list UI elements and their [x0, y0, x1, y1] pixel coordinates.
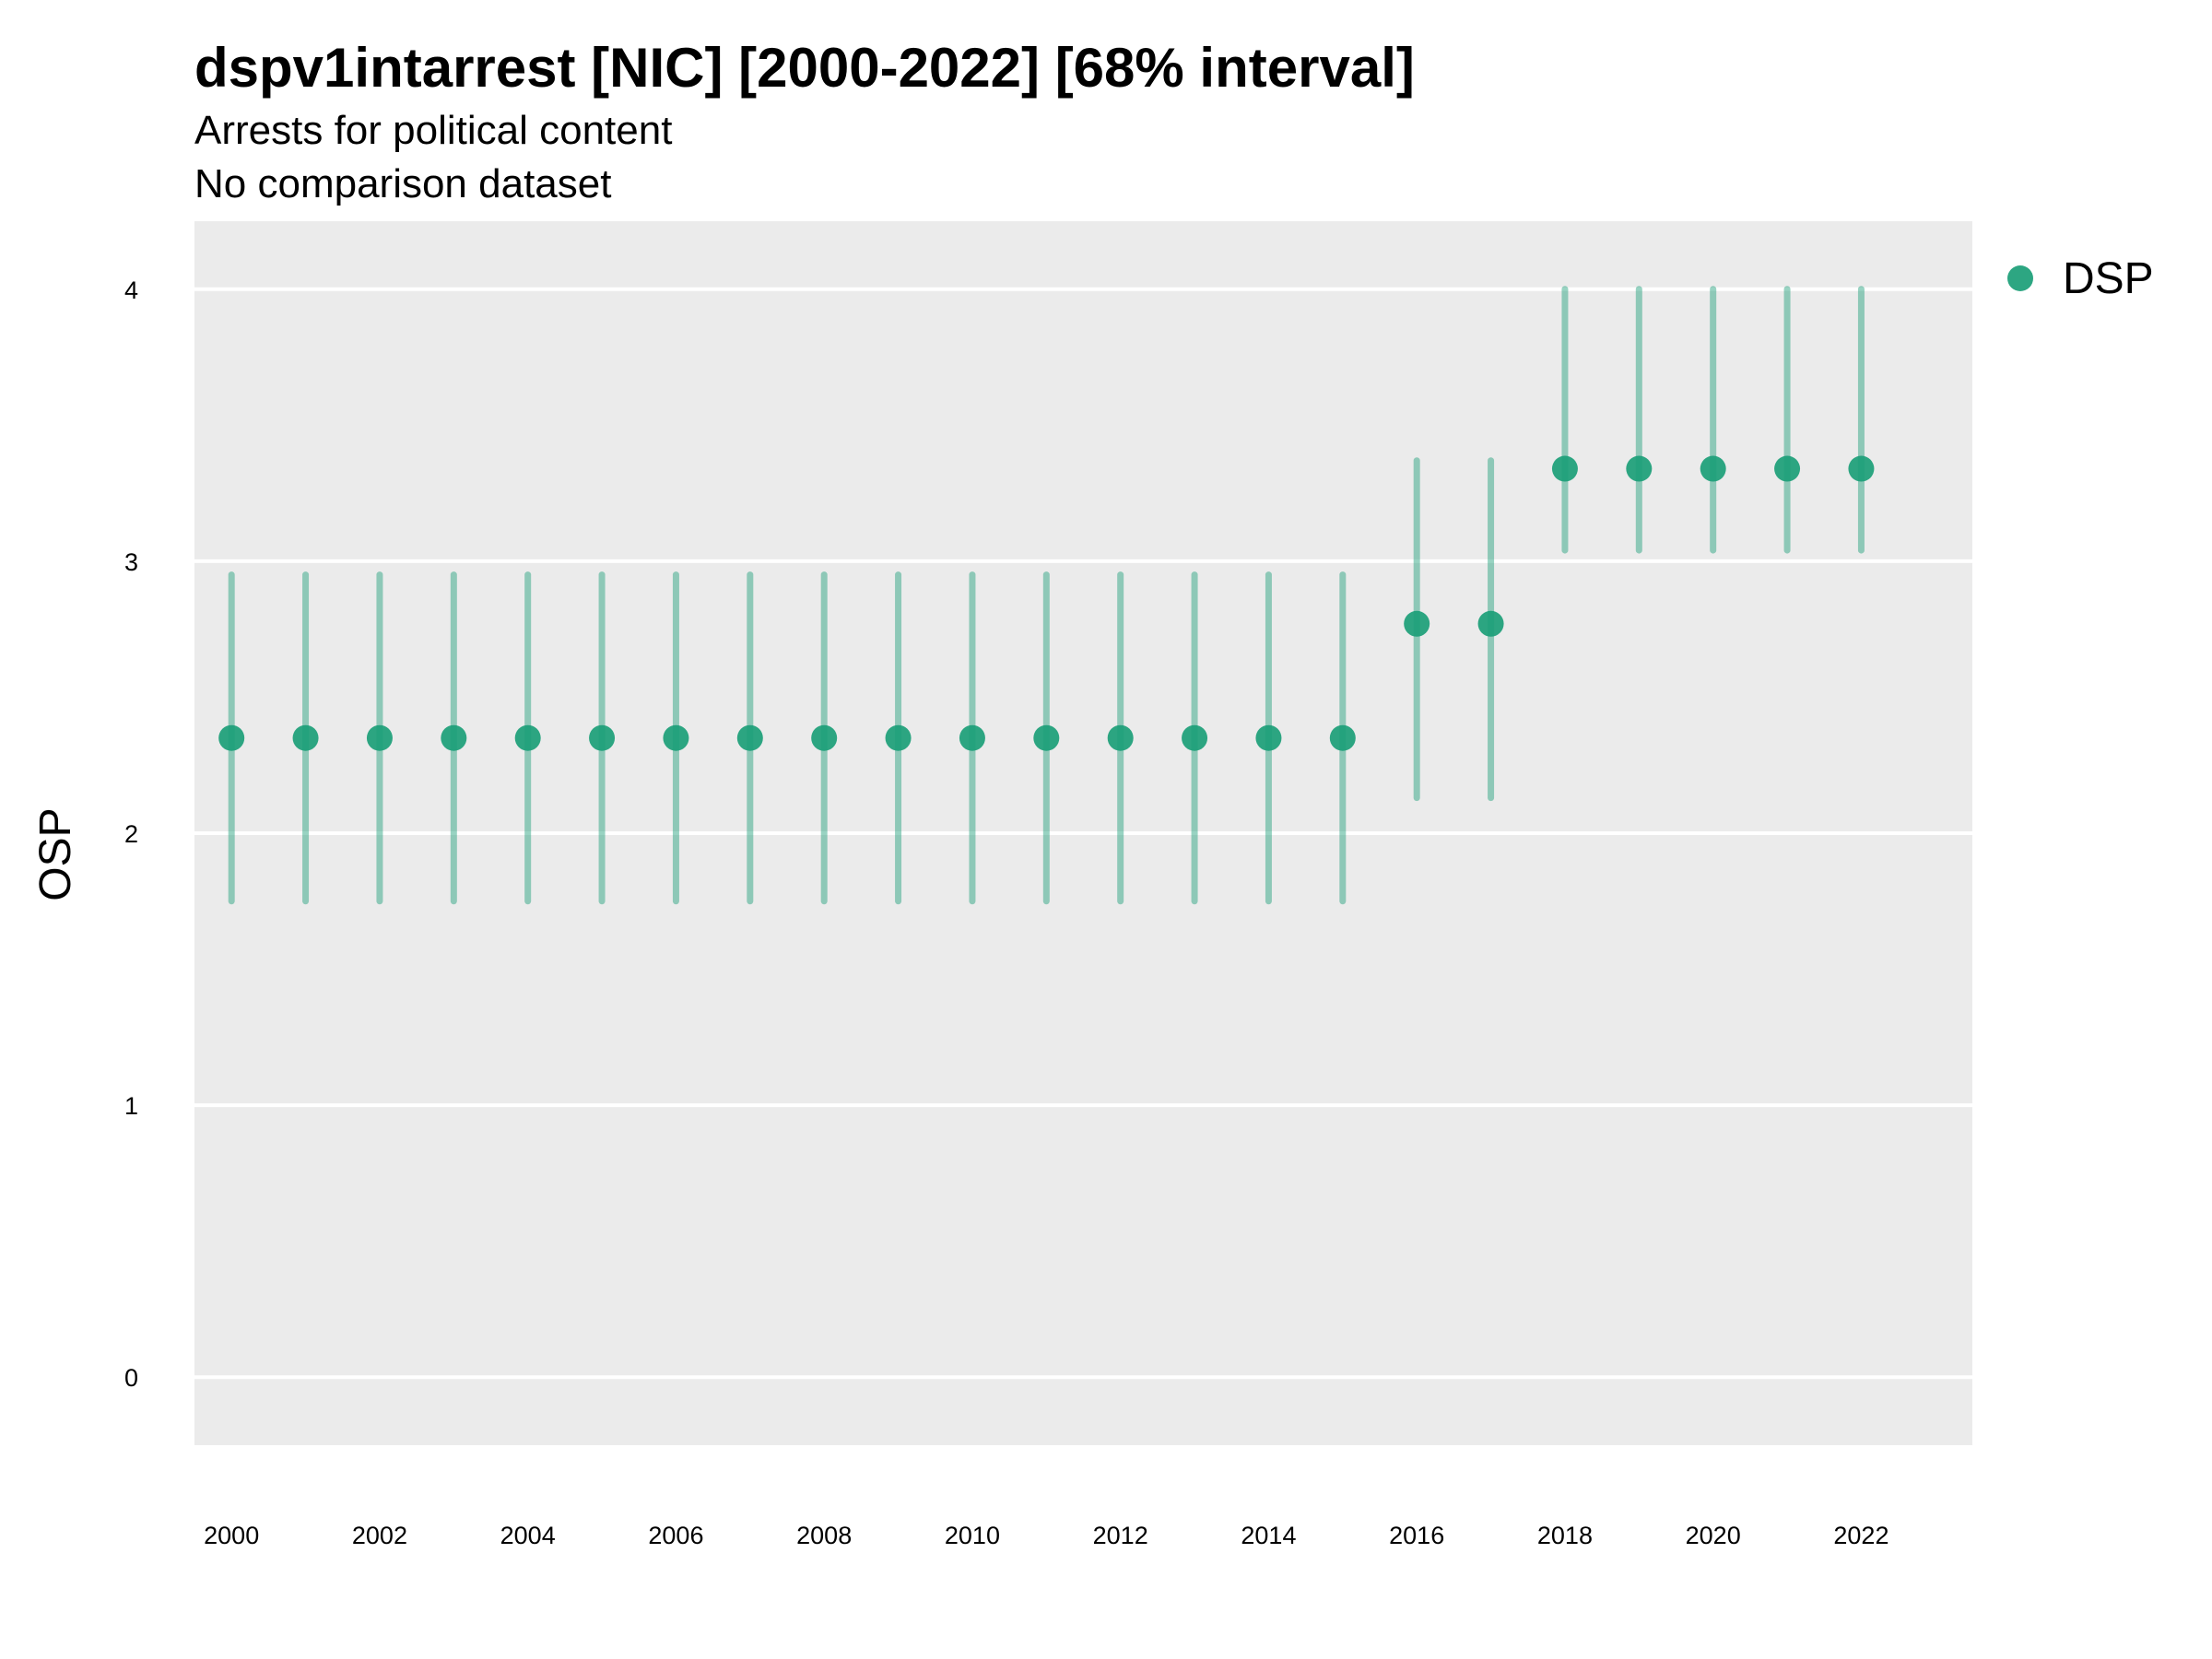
- data-point: [1329, 724, 1356, 751]
- x-tick-label: 2018: [1537, 1522, 1593, 1549]
- data-point: [1255, 724, 1282, 751]
- data-point: [811, 724, 838, 751]
- gridlines: [194, 287, 1972, 1380]
- data-point: [292, 724, 319, 751]
- y-tick-label: 4: [124, 276, 138, 304]
- chart-subtitle: Arrests for political content: [194, 108, 672, 153]
- data-points: [218, 455, 1875, 751]
- y-tick-label: 0: [124, 1364, 138, 1392]
- data-point: [885, 724, 912, 751]
- data-point: [1626, 455, 1653, 482]
- chart-title: dspv1intarrest [NIC] [2000-2022] [68% in…: [194, 37, 1415, 99]
- y-axis-label: OSP: [31, 807, 80, 900]
- data-point: [663, 724, 689, 751]
- data-point: [218, 724, 245, 751]
- data-point: [1774, 455, 1801, 482]
- data-point: [1848, 455, 1875, 482]
- data-point: [1404, 610, 1430, 637]
- data-point: [736, 724, 763, 751]
- x-tick-label: 2012: [1093, 1522, 1148, 1549]
- data-point: [514, 724, 541, 751]
- data-point: [959, 724, 985, 751]
- legend-label-dsp: DSP: [2063, 254, 2154, 303]
- x-axis-ticks: 2000 2002 2004 2006 2008 2010 2012 2014 2016 2018…: [204, 1522, 1888, 1549]
- legend-marker-dsp: [2007, 265, 2033, 291]
- data-point: [1551, 455, 1578, 482]
- x-tick-label: 2008: [796, 1522, 852, 1549]
- x-tick-label: 2022: [1833, 1522, 1888, 1549]
- data-point: [1477, 610, 1504, 637]
- data-point: [1033, 724, 1060, 751]
- data-point: [366, 724, 393, 751]
- data-point: [1107, 724, 1134, 751]
- data-point: [1182, 724, 1208, 751]
- chart-subtitle-2: No comparison dataset: [194, 161, 611, 206]
- legend: DSP: [2007, 254, 2154, 303]
- x-tick-label: 2016: [1389, 1522, 1444, 1549]
- x-tick-label: 2000: [204, 1522, 259, 1549]
- data-point: [589, 724, 616, 751]
- y-tick-label: 3: [124, 548, 138, 576]
- x-tick-label: 2006: [648, 1522, 703, 1549]
- data-point: [441, 724, 467, 751]
- x-tick-label: 2020: [1686, 1522, 1741, 1549]
- x-tick-label: 2010: [945, 1522, 1000, 1549]
- y-axis-ticks: 0 1 2 3 4: [124, 276, 138, 1392]
- x-tick-label: 2002: [352, 1522, 407, 1549]
- x-tick-label: 2004: [500, 1522, 556, 1549]
- y-tick-label: 2: [124, 820, 138, 848]
- data-point: [1700, 455, 1726, 482]
- y-tick-label: 1: [124, 1092, 138, 1120]
- x-tick-label: 2014: [1241, 1522, 1296, 1549]
